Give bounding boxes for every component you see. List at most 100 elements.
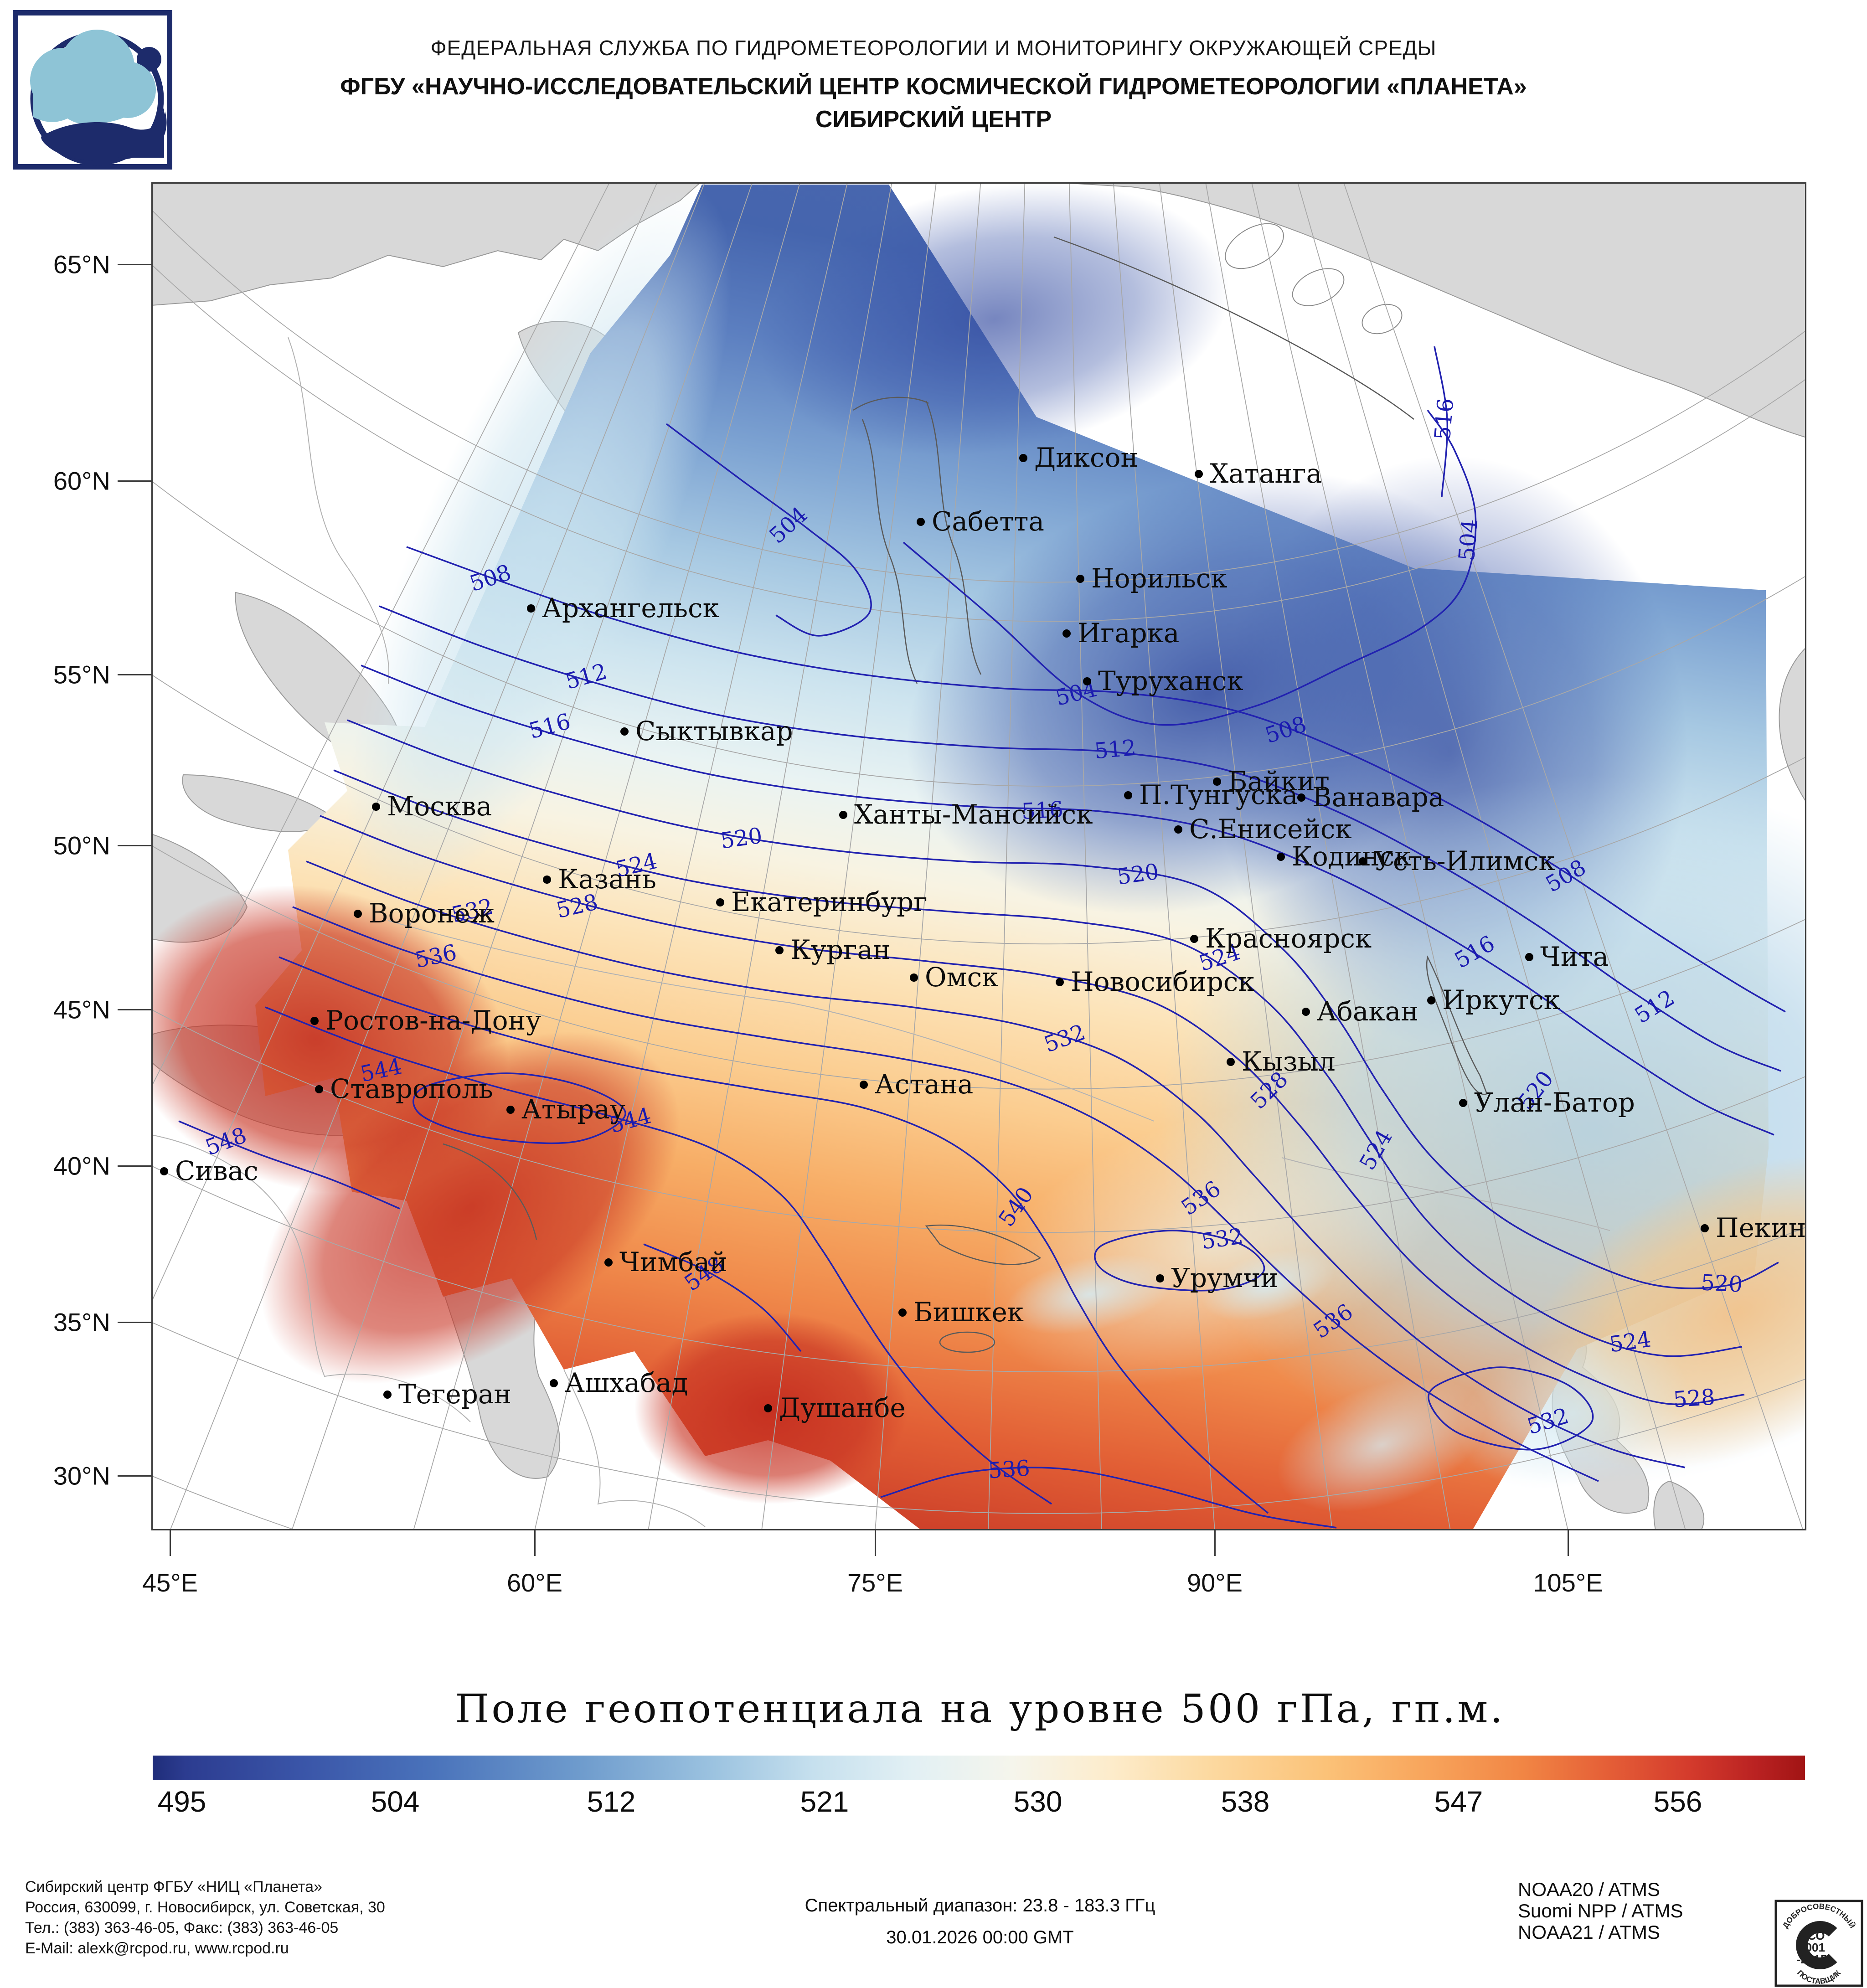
city-marker: Москва [372,791,492,822]
lat-label: 50°N [53,831,110,860]
colorbar-value: 521 [800,1785,849,1818]
city-dot [716,898,724,906]
city-marker: Екатеринбург [716,886,928,917]
city-label: Красноярск [1205,923,1372,954]
city-marker: Ростов-на-Дону [310,1005,541,1036]
city-dot [372,803,380,811]
city-marker: Ашхабад [550,1367,688,1398]
city-marker: Абакан [1302,996,1418,1027]
city-label: Атырау [521,1094,625,1125]
city-marker: Игарка [1062,618,1180,649]
isoline-528 [320,815,1745,1405]
lat-tick [118,480,151,482]
city-dot [383,1391,392,1399]
isoline-label: 520 [719,823,764,854]
meridian-line [170,182,706,1530]
city-marker: П.Тунгуска [1124,779,1298,810]
city-marker: Атырау [506,1094,625,1125]
city-label: Абакан [1317,996,1418,1027]
graticule [151,182,1806,1530]
map-title: Поле геопотенциала на уровне 500 гПа, гп… [455,1686,1505,1732]
city-dot [354,910,362,918]
city-label: Ростов-на-Дону [325,1005,541,1036]
isoline-label: 504 [1454,518,1483,562]
city-dot [1213,778,1221,786]
colorbar-gradient [153,1756,1805,1780]
lat-label: 55°N [53,660,110,689]
city-dot [1076,575,1084,583]
header-center-name: ФГБУ «НАУЧНО-ИССЛЕДОВАТЕЛЬСКИЙ ЦЕНТР КОС… [340,73,1527,100]
lon-label: 105°E [1533,1568,1603,1597]
city-marker: Сыктывкар [620,716,793,747]
isoline-524 [333,769,1743,1357]
iso-9001-badge-icon: ДОБРОСОВЕСТНЫЙ ПОСТАВЩИК ИСО 9001 -2015 [1774,1900,1863,1987]
city-dot [775,946,784,954]
cities: Диксон Хатанга Сабетта Норильск Архангельск И… [160,442,1806,1423]
lat-tick [118,1165,151,1167]
isoline-512 [379,605,1781,1072]
satellite-entry: Suomi NPP / ATMS [1518,1900,1683,1921]
city-label: Сыктывкар [635,716,793,747]
city-dot [1227,1058,1235,1066]
lat-label: 35°N [53,1308,110,1337]
city-marker: Норильск [1076,563,1227,594]
city-marker: Чита [1525,941,1609,972]
lat-label: 60°N [53,466,110,495]
city-label: Архангельск [542,592,719,623]
isoline-540 [279,956,1269,1514]
meridian-line [1343,182,1804,1530]
city-marker: Пекин [1701,1212,1806,1243]
city-dot [620,727,629,736]
isoline-528 [1428,1366,1594,1451]
city-label: Воронеж [369,898,495,929]
city-marker: Кодинск [1277,841,1411,872]
meridian-line [1068,182,1102,1530]
city-label: Байкит [1228,766,1330,797]
city-marker: Воронеж [354,898,495,929]
lon-label: 45°E [142,1568,198,1597]
lat-label: 40°N [53,1151,110,1180]
isoline-504 [665,423,872,637]
isoline-label: 532 [1200,1223,1245,1254]
city-label: Ванавара [1312,782,1444,813]
city-marker: Ханты-Мансийск [839,799,1093,830]
city-marker: Ставрополь [315,1073,493,1104]
city-dot [550,1379,558,1387]
city-dot [160,1167,168,1175]
city-marker: Сабетта [917,506,1044,537]
isoline-label: 512 [1093,735,1137,764]
header-agency: ФЕДЕРАЛЬНАЯ СЛУЖБА ПО ГИДРОМЕТЕОРОЛОГИИ … [430,36,1437,60]
city-dot [1297,793,1305,802]
isoline-508 [406,546,1786,1013]
meridian-line [534,182,848,1530]
city-label: Ашхабад [565,1367,688,1398]
city-marker: Архангельск [527,592,719,623]
isoline-504 [903,410,1477,726]
product-datetime: 30.01.2026 00:00 GMT [886,1927,1074,1947]
footer-contact: Сибирский центр ФГБУ «НИЦ «Планета» Росс… [25,1877,385,1959]
colorbar-value: 504 [371,1785,420,1818]
isoline-label: 520 [1700,1270,1743,1298]
lon-label: 75°E [847,1568,903,1597]
isoline-548 [643,1243,802,1352]
city-dot [604,1258,613,1267]
lat-tick [118,1009,151,1010]
city-marker: Улан-Батор [1459,1087,1635,1118]
lat-tick [118,263,151,265]
city-marker: Усть-Илимск [1359,845,1555,876]
isoline-label: 524 [1608,1326,1653,1357]
meridian-line [1113,182,1215,1530]
city-label: Ханты-Мансийск [854,799,1093,830]
city-marker: Кызыл [1227,1046,1336,1077]
colorbar-labels: 495 504 512 521 530 538 547 556 [0,1785,1867,1821]
footer-org: Сибирский центр ФГБУ «НИЦ «Планета» [25,1878,322,1895]
city-dot [1190,935,1198,943]
city-dot [1174,825,1182,834]
colorbar-value: 538 [1221,1785,1270,1818]
meridian-line [1159,182,1333,1530]
meridian-line [761,182,937,1530]
city-dot [315,1085,323,1093]
lat-label: 30°N [53,1461,110,1490]
city-marker: Туруханск [1083,665,1243,696]
footer-spectral-block: Спектральный диапазон: 23.8 - 183.3 ГГц … [695,1890,1265,1953]
